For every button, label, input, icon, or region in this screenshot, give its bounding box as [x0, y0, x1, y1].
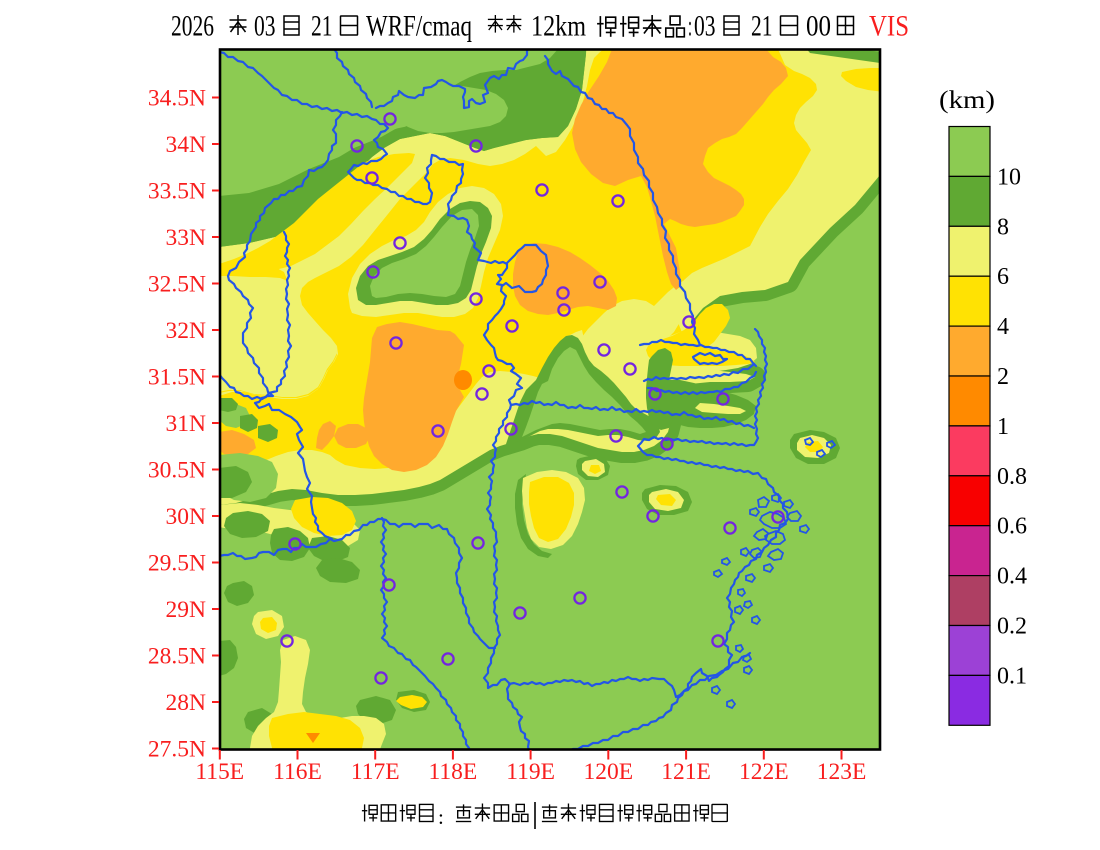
svg-text:34.5N: 34.5N: [148, 86, 206, 112]
svg-text:32.5N: 32.5N: [148, 272, 206, 298]
svg-text:123E: 123E: [817, 759, 867, 785]
svg-text:33N: 33N: [166, 225, 207, 251]
svg-text:00: 00: [806, 10, 831, 43]
svg-text::: :: [688, 10, 692, 43]
svg-text:8: 8: [997, 214, 1009, 240]
svg-text:27.5N: 27.5N: [148, 737, 206, 763]
svg-text:115E: 115E: [195, 759, 244, 785]
svg-text:0.8: 0.8: [997, 464, 1027, 490]
svg-text:WRF/cmaq: WRF/cmaq: [366, 10, 472, 43]
svg-text:117E: 117E: [351, 759, 400, 785]
svg-text:(km): (km): [939, 87, 995, 114]
svg-text:03: 03: [694, 10, 716, 43]
svg-text:34N: 34N: [166, 132, 207, 158]
svg-text:30N: 30N: [166, 504, 207, 530]
svg-text:28N: 28N: [166, 690, 207, 716]
svg-text:28.5N: 28.5N: [148, 644, 206, 670]
svg-text:21: 21: [751, 10, 773, 43]
svg-text:6: 6: [997, 264, 1009, 290]
svg-text:119E: 119E: [506, 759, 555, 785]
svg-text:VIS: VIS: [869, 10, 909, 43]
svg-text:30.5N: 30.5N: [148, 458, 206, 484]
svg-text:29.5N: 29.5N: [148, 551, 206, 577]
svg-text:0.2: 0.2: [997, 614, 1027, 640]
svg-text:4: 4: [997, 314, 1009, 340]
svg-text:120E: 120E: [583, 759, 633, 785]
svg-text:0.4: 0.4: [997, 564, 1027, 590]
svg-text:122E: 122E: [739, 759, 789, 785]
svg-text:2026: 2026: [171, 10, 214, 43]
svg-text:0.6: 0.6: [997, 514, 1027, 540]
svg-text:29N: 29N: [166, 597, 207, 623]
svg-text:32N: 32N: [166, 318, 207, 344]
svg-text:0.1: 0.1: [997, 663, 1027, 689]
svg-text:116E: 116E: [273, 759, 322, 785]
svg-text:1: 1: [997, 414, 1009, 440]
svg-text:121E: 121E: [661, 759, 711, 785]
svg-text:33.5N: 33.5N: [148, 179, 206, 205]
svg-text:31N: 31N: [166, 411, 207, 437]
svg-text:118E: 118E: [429, 759, 478, 785]
svg-text:03: 03: [254, 10, 276, 43]
svg-text:2: 2: [997, 364, 1009, 390]
svg-text:21: 21: [311, 10, 333, 43]
svg-text:31.5N: 31.5N: [148, 365, 206, 391]
svg-text::: :: [438, 805, 444, 829]
svg-text:10: 10: [997, 164, 1021, 190]
svg-text:12km: 12km: [531, 10, 586, 43]
